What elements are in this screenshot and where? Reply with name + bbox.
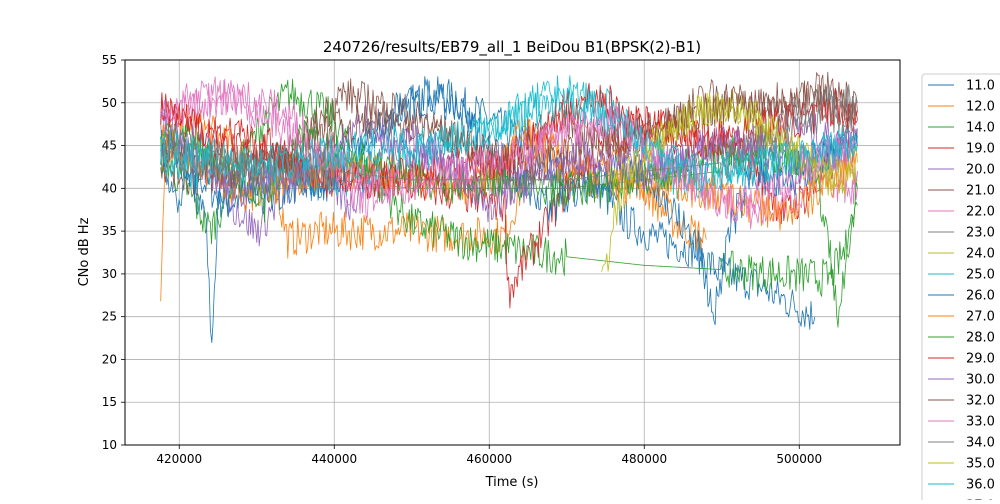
legend-label: 26.0: [966, 289, 995, 304]
y-axis-label: CNo dB Hz: [77, 217, 92, 286]
x-tick-label: 440000: [311, 452, 357, 466]
y-tick-label: 40: [102, 181, 117, 195]
legend-label: 23.0: [966, 226, 995, 241]
series-line-29.0: [160, 82, 858, 200]
legend-label: 30.0: [966, 373, 995, 388]
legend-label: 36.0: [966, 478, 995, 493]
series-line-36.0: [160, 86, 858, 191]
legend-label: 20.0: [966, 163, 995, 178]
y-tick-label: 30: [102, 267, 117, 281]
legend-label: 32.0: [966, 394, 995, 409]
x-axis-label: Time (s): [485, 475, 539, 490]
y-tick-label: 15: [102, 395, 117, 409]
plot-frame: [124, 59, 901, 446]
legend-box: [921, 73, 1000, 504]
legend-label: 19.0: [966, 142, 995, 157]
legend-label: 33.0: [966, 415, 995, 430]
series-line-33.0: [160, 76, 858, 222]
x-tick-label: 480000: [621, 452, 667, 466]
axis-ticks: 420000 440000 460000 480000 500000 10 15 20 25 30…: [102, 53, 822, 466]
y-tick-label: 25: [102, 310, 117, 324]
y-tick-label: 20: [102, 352, 117, 366]
legend-label: 22.0: [966, 205, 995, 220]
legend-label: 34.0: [966, 436, 995, 451]
series-line-25.0: [160, 75, 858, 200]
legend-label: 11.0: [966, 79, 995, 94]
legend-label: 29.0: [966, 352, 995, 367]
legend-label: 28.0: [966, 331, 995, 346]
y-tick-label: 50: [102, 96, 117, 110]
x-tick-label: 420000: [156, 452, 202, 466]
y-tick-label: 55: [102, 53, 117, 67]
series-line-34.0: [160, 84, 858, 190]
legend-label: 14.0: [966, 121, 995, 136]
series-layer: [160, 71, 858, 343]
legend-label: 24.0: [966, 247, 995, 262]
x-tick-label: 500000: [776, 452, 822, 466]
y-tick-label: 10: [102, 438, 117, 452]
legend-label: 27.0: [966, 310, 995, 325]
x-tick-label: 460000: [466, 452, 512, 466]
legend-label: 25.0: [966, 268, 995, 283]
chart-title: 240726/results/EB79_all_1 BeiDou B1(BPSK…: [323, 38, 701, 57]
legend-label: 12.0: [966, 100, 995, 115]
legend-label: 35.0: [966, 457, 995, 472]
y-tick-label: 35: [102, 224, 117, 238]
legend-label: 21.0: [966, 184, 995, 199]
y-tick-label: 45: [102, 139, 117, 153]
legend: 11.0 12.0 14.0 19.0 20.0 21.0 22.0 23.0 24.0 25.0…: [921, 73, 1000, 504]
